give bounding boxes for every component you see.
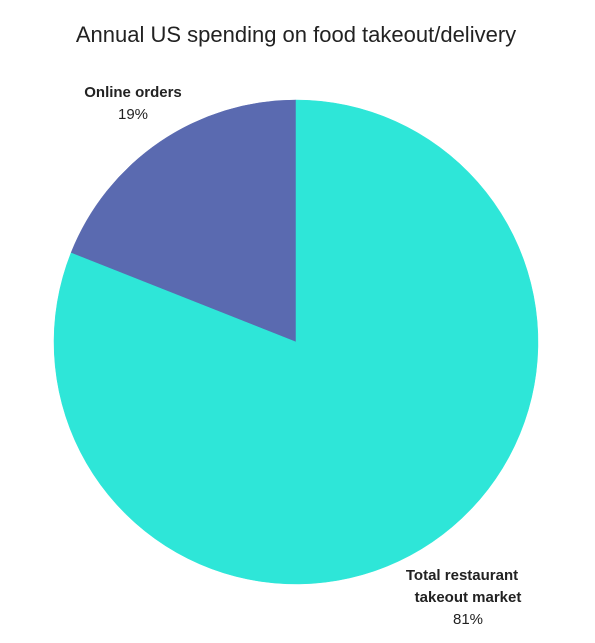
slice-label-name-2-1: Total restaurant (406, 567, 518, 584)
chart-title: Annual US spending on food takeout/deliv… (76, 22, 516, 47)
pie-slices (53, 99, 539, 585)
pie-slice-2 (53, 99, 539, 585)
slice-value-label-1: 19% (118, 106, 148, 123)
slice-value-label-2: 81% (453, 611, 483, 628)
pie-slice-1 (70, 99, 297, 343)
slice-labels: Online orders 19% Total restaurant takeout … (84, 84, 521, 628)
slice-label-name-2-2: takeout market (415, 589, 522, 606)
slice-label-name-1-1: Online orders (84, 84, 182, 101)
